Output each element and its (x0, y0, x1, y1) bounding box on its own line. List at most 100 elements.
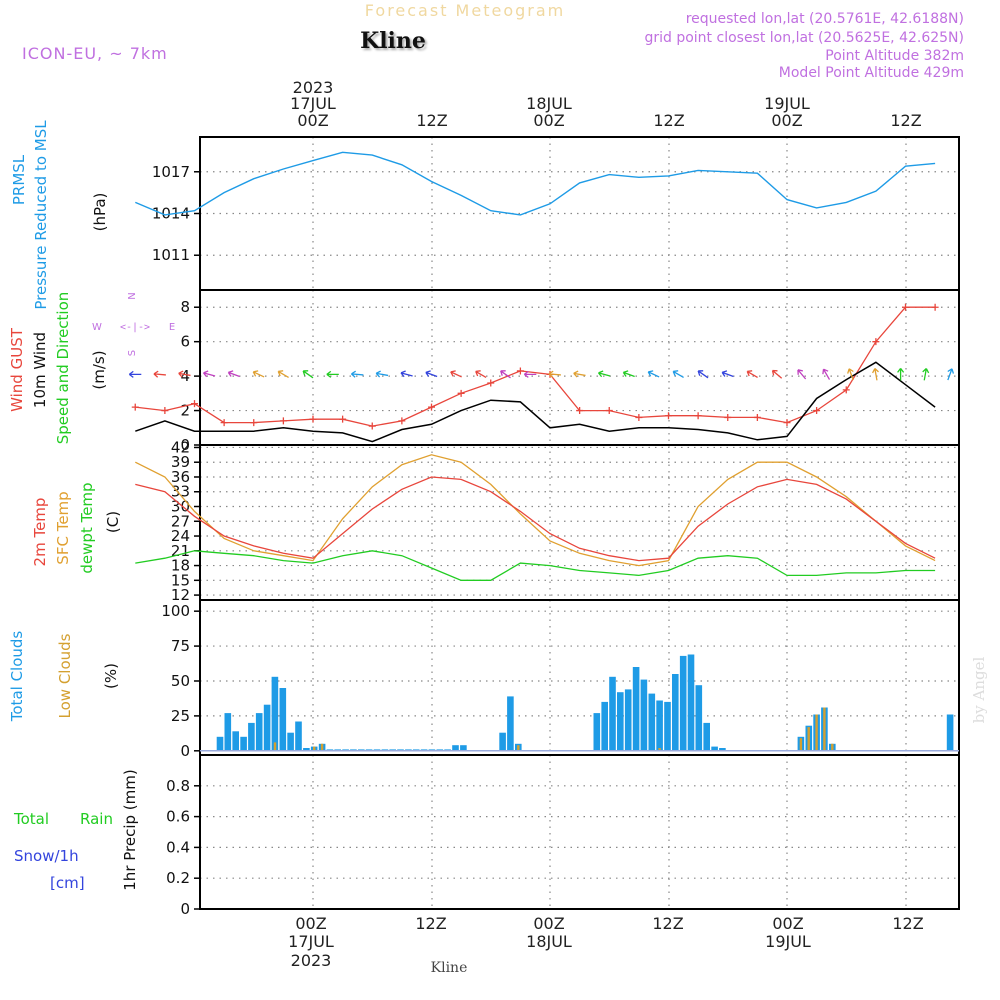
top-hour-label: 00Z (533, 111, 564, 130)
panel-frame (199, 289, 960, 446)
y-tick-label: 0.2 (166, 869, 190, 887)
bar-total-clouds (263, 704, 271, 751)
wind-direction-arrow (771, 369, 783, 379)
series-prmsl (135, 151, 936, 216)
y-tick-label: 0 (180, 900, 190, 918)
bar-low-clouds (273, 742, 277, 751)
bar-total-clouds (499, 732, 506, 751)
bottom-hour-label: 00Z (295, 914, 326, 933)
bar-total-clouds (624, 689, 632, 751)
bar-total-clouds (248, 722, 255, 751)
footer-location: Kline (431, 960, 468, 976)
arrow-shape (797, 369, 807, 380)
bottom-hour-label: 12Z (652, 914, 683, 933)
y-tick-label: 24 (171, 527, 190, 545)
arrow-shape (252, 370, 265, 378)
arrow-shape (128, 370, 142, 378)
bar-total-clouds (609, 676, 616, 751)
bar-total-clouds (695, 685, 703, 751)
temp-sfc-label: SFC Temp (54, 491, 72, 564)
bottom-day-label: 17JUL (288, 932, 334, 951)
bottom-day-label: 18JUL (526, 932, 572, 951)
top-day-label: 18JUL (526, 94, 572, 113)
bar-total-clouds (679, 655, 687, 751)
panel-frame (199, 599, 960, 756)
arrow-shape (450, 370, 462, 378)
bar-low-clouds (313, 746, 316, 751)
wind-direction-arrow (475, 370, 487, 378)
wind-direction-arrow (252, 370, 265, 378)
wind-unit: (m/s) (90, 350, 108, 389)
arrow-shape (400, 370, 413, 378)
wind-direction-arrow (227, 370, 240, 378)
wind-direction-arrow (500, 370, 511, 379)
series-wind-gust (135, 306, 936, 427)
wind-direction-arrow (947, 368, 955, 381)
precip-total-label: Total (13, 810, 49, 828)
gust-marker (813, 407, 821, 415)
bar-total-clouds (703, 722, 710, 751)
gust-marker (339, 415, 347, 423)
arrow-shape (202, 370, 216, 378)
bar-total-clouds (287, 732, 294, 751)
arrow-shape (872, 368, 879, 381)
arrow-shape (375, 370, 389, 378)
y-tick-label: 1017 (152, 163, 190, 181)
arrow-shape (771, 369, 783, 379)
arrow-shape (573, 370, 586, 378)
arrow-shape (425, 370, 438, 378)
arrow-shape (350, 370, 364, 378)
y-tick-label: 4 (180, 367, 190, 385)
bar-total-clouds (255, 713, 263, 751)
y-tick-label: 39 (171, 453, 190, 471)
wind-direction-arrow (350, 370, 364, 378)
pressure-unit: (hPa) (91, 193, 109, 232)
wind-10m-label: 10m Wind (31, 332, 49, 408)
bottom-time-axis: 00Z 17JUL 2023 12Z 00Z 18JUL 12Z 00Z 19J… (288, 914, 924, 970)
wind-direction-arrow (897, 368, 905, 381)
low-clouds-label: Low Clouds (56, 633, 74, 718)
bar-total-clouds (452, 745, 459, 751)
arrow-shape (227, 370, 240, 378)
arrow-shape (622, 370, 635, 378)
bar-total-clouds (232, 731, 239, 751)
y-tick-label: 0.8 (166, 777, 190, 795)
wind-direction-arrow (548, 370, 561, 378)
y-tick-label: 0 (180, 742, 190, 760)
location-title: Kline (360, 28, 426, 54)
pressure-label-2: Pressure Reduced to MSL (32, 120, 50, 310)
gust-marker (398, 417, 406, 425)
arrow-shape (847, 368, 854, 381)
gridpoint-coords: grid point closest lon,lat (20.5625E, 42… (644, 30, 964, 46)
gust-marker (724, 413, 732, 421)
precip-panel-labels: Total Rain Snow/1h [cm] 1hr Precip (mm) (13, 769, 139, 892)
arrow-shape (178, 370, 191, 378)
arrow-shape (947, 368, 955, 381)
bar-low-clouds (320, 743, 324, 751)
wind-panel-labels: Wind GUST 10m Wind Speed and Direction (… (8, 292, 175, 445)
wind-direction-arrow (746, 370, 758, 378)
bar-total-clouds (664, 701, 671, 751)
y-tick-label: 15 (171, 571, 190, 589)
gust-marker (428, 403, 435, 411)
clouds-unit: (%) (102, 663, 120, 689)
requested-coords: requested lon,lat (20.5761E, 42.6188N) (686, 11, 964, 27)
wind-direction-arrow (697, 370, 709, 379)
bottom-year-label: 2023 (291, 951, 332, 970)
series-10m-wind (135, 361, 936, 443)
wind-direction-arrow (202, 370, 216, 378)
bar-low-clouds (831, 743, 834, 751)
bar-low-clouds (815, 714, 818, 751)
arrow-shape (647, 370, 660, 378)
bar-total-clouds (601, 701, 608, 751)
y-tick-label: 100 (161, 602, 190, 620)
top-hour-label: 00Z (297, 111, 328, 130)
y-tick-label: 50 (171, 672, 190, 690)
arrow-shape (302, 370, 314, 379)
gust-marker (161, 407, 169, 415)
bar-total-clouds (279, 688, 287, 751)
bar-total-clouds (946, 714, 954, 751)
gust-marker (279, 417, 287, 425)
